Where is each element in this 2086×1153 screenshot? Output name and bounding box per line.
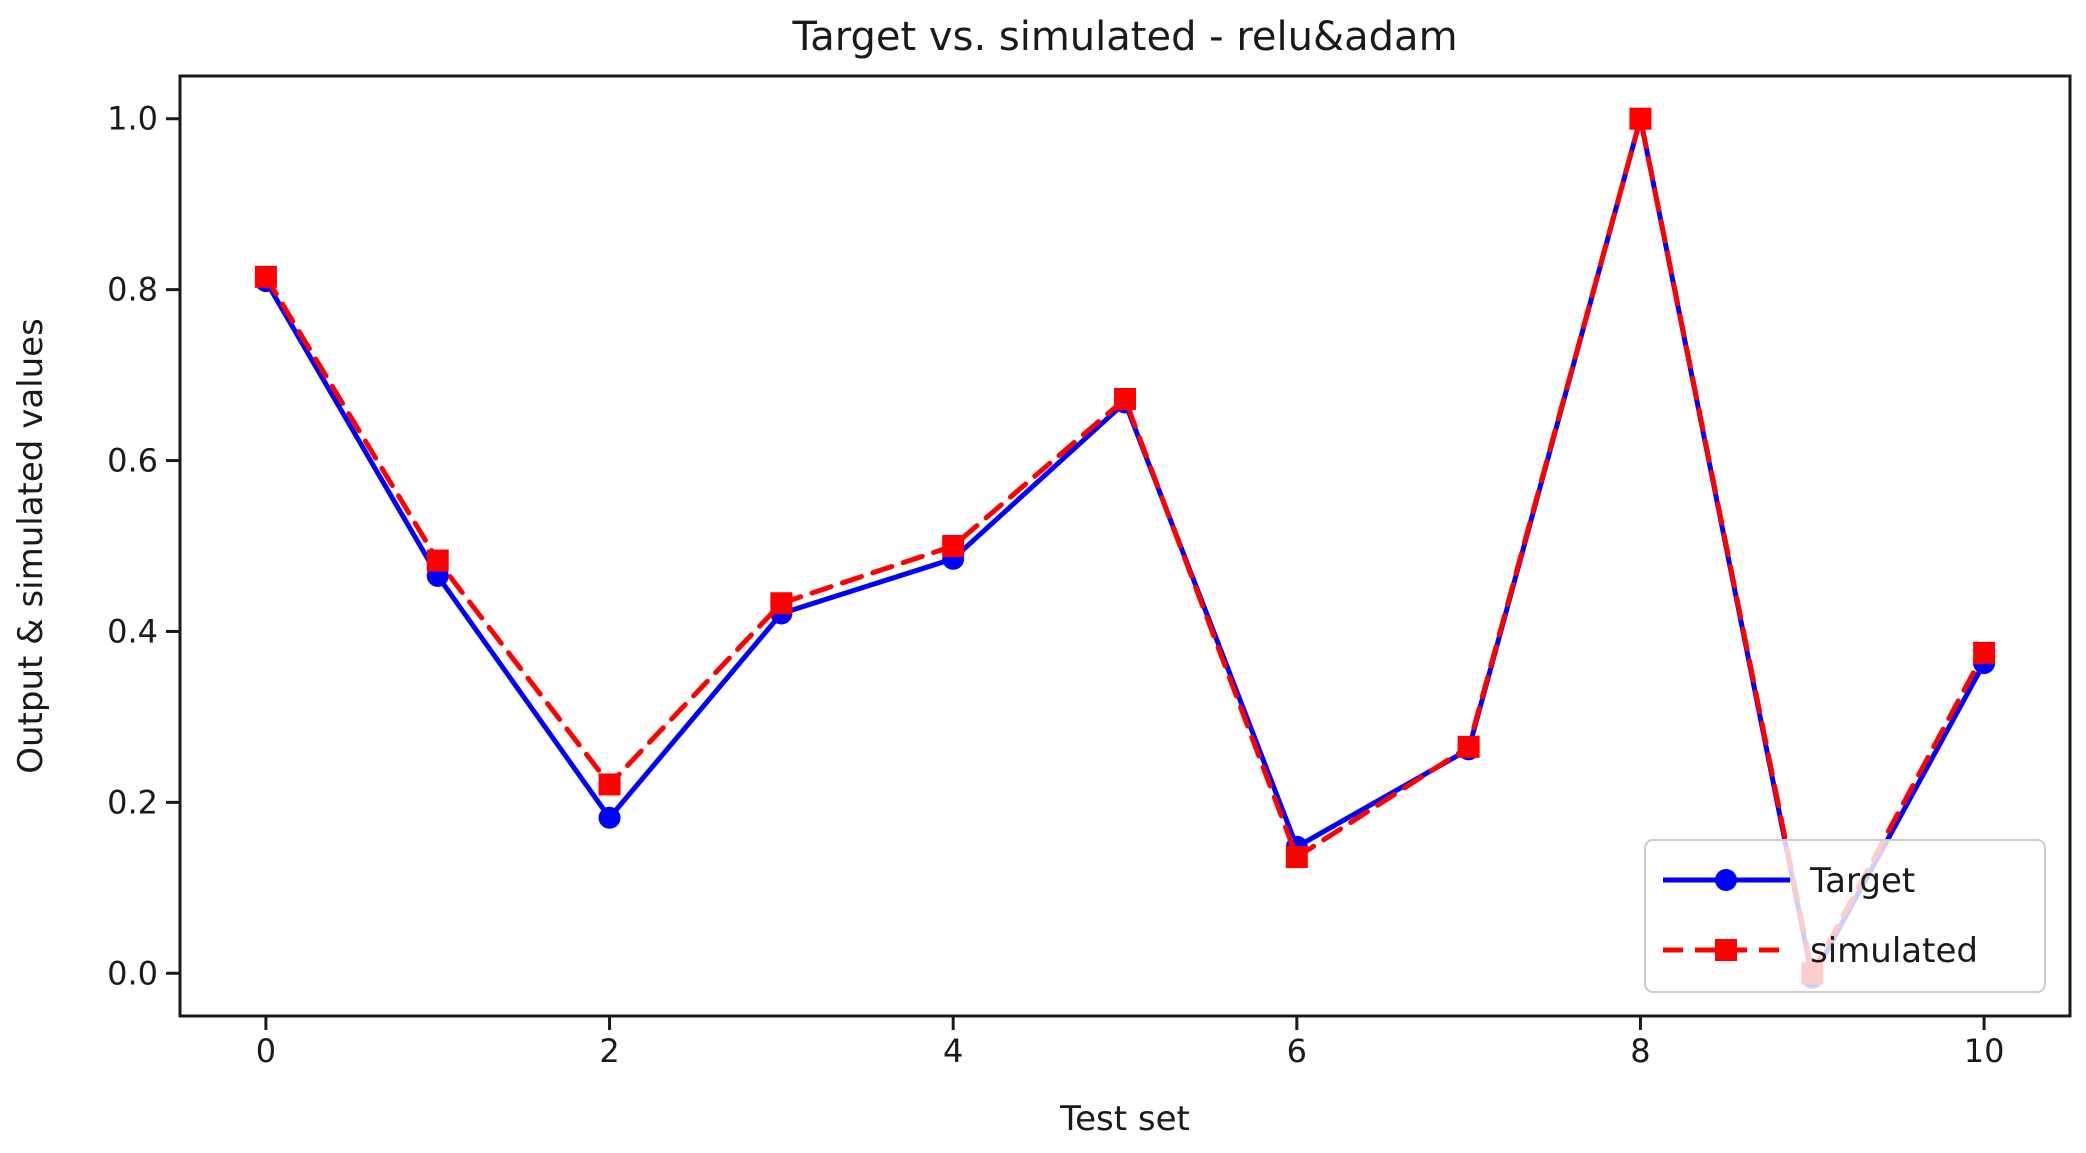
simulated-marker xyxy=(942,535,965,557)
simulated-marker xyxy=(254,265,277,288)
simulated-marker xyxy=(426,549,449,572)
y-tick-label: 0.8 xyxy=(107,271,158,309)
x-tick-label: 10 xyxy=(1964,1032,2005,1070)
chart-title: Target vs. simulated - relu&adam xyxy=(791,14,1457,60)
y-tick-label: 0.2 xyxy=(107,783,158,821)
ticks-layer: 0 2 4 6 8 10 0.0 0.2 0.4 0.6 0.8 1.0 xyxy=(107,100,2004,1070)
y-axis-label: Output & simulated values xyxy=(11,318,51,774)
x-tick-label: 6 xyxy=(1287,1032,1307,1070)
simulated-marker xyxy=(598,773,621,796)
x-tick-label: 2 xyxy=(599,1032,619,1070)
y-tick-label: 0.4 xyxy=(107,612,158,650)
plot-frame xyxy=(178,74,2072,1018)
simulated-line xyxy=(263,116,1987,976)
series-layer xyxy=(254,107,1996,989)
x-axis-label: Test set xyxy=(1059,1099,1190,1139)
simulated-marker xyxy=(1285,846,1308,869)
simulated-marker xyxy=(1973,641,1996,664)
legend-sample-marker xyxy=(1715,939,1737,961)
y-tick-label: 0.0 xyxy=(107,954,158,992)
x-tick-label: 8 xyxy=(1630,1032,1650,1070)
legend: Target simulated xyxy=(1644,839,2046,993)
legend-item-target: Target xyxy=(1663,861,1915,901)
legend-label: Target xyxy=(1809,861,1915,901)
target-marker xyxy=(598,806,621,829)
simulated-marker xyxy=(1629,107,1652,130)
simulated-marker xyxy=(770,592,793,615)
x-tick-label: 0 xyxy=(256,1032,276,1070)
x-tick-label: 4 xyxy=(943,1032,963,1070)
legend-item-simulated: simulated xyxy=(1663,931,1978,971)
legend-label: simulated xyxy=(1810,931,1978,971)
axes-frame-layer xyxy=(178,74,2072,1018)
y-tick-label: 0.6 xyxy=(107,442,158,480)
legend-sample-marker xyxy=(1715,869,1737,891)
y-tick-label: 1.0 xyxy=(107,100,158,138)
simulated-marker xyxy=(1457,735,1480,758)
simulated-marker xyxy=(1114,388,1136,411)
